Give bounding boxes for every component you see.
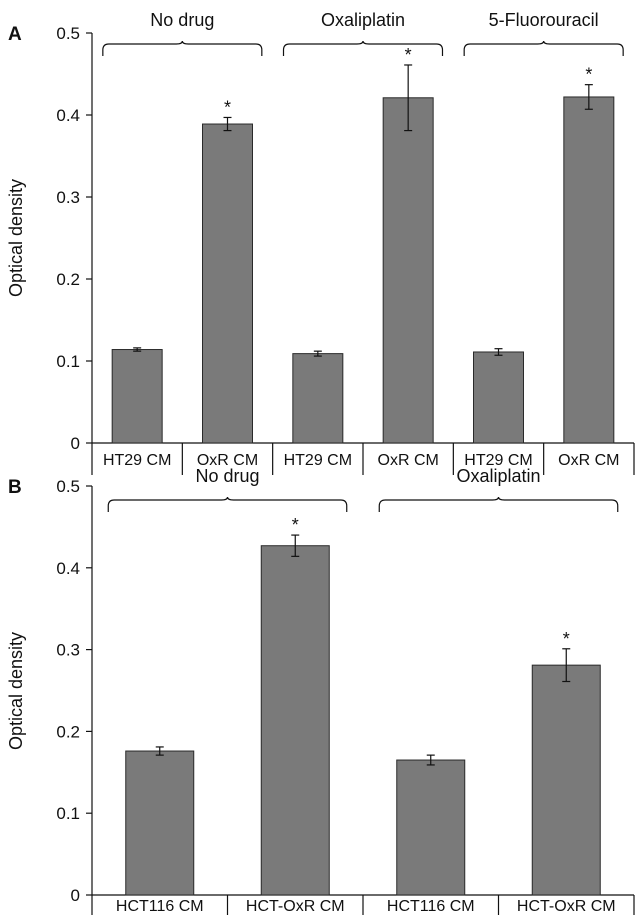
panel-b-letter: B <box>8 477 22 498</box>
panel-a-bar <box>473 351 524 444</box>
panel-b-category-label: HCT116 CM <box>116 898 204 915</box>
panel-b-bar <box>125 750 195 896</box>
panel-a-category-label: HT29 CM <box>464 452 532 469</box>
panel-b-group-label: No drug <box>195 466 259 486</box>
panel-a-category-label: OxR CM <box>197 452 258 469</box>
panel-a-group-bracket <box>102 40 263 56</box>
panel-a-significance-marker: * <box>405 45 412 65</box>
panel-a-group-label: Oxaliplatin <box>321 10 405 30</box>
panel-a-category-label: HT29 CM <box>103 452 171 469</box>
panel-a-bar <box>382 97 434 444</box>
panel-b-category-label: HCT116 CM <box>387 898 475 915</box>
panel-a-letter: A <box>8 24 22 45</box>
panel-b-y-tick-label: 0.3 <box>56 641 80 660</box>
panel-a-group-label: 5-Fluorouracil <box>489 10 599 30</box>
panel-b-significance-marker: * <box>292 515 299 535</box>
panel-b-category-label: HCT-OxR CM <box>517 898 616 915</box>
panel-a-significance-marker: * <box>224 97 231 117</box>
panel-b-y-tick-label: 0.4 <box>56 559 80 578</box>
panel-b-y-tick-label: 0 <box>71 886 80 905</box>
panel-a-group-bracket <box>463 40 624 56</box>
panel-a-bar <box>111 349 163 444</box>
panel-b-category-label: HCT-OxR CM <box>246 898 345 915</box>
panel-a-group-label: No drug <box>150 10 214 30</box>
panel-a-bar <box>563 96 615 444</box>
panel-b-group-label: Oxaliplatin <box>456 466 540 486</box>
panel-b-y-tick-label: 0.1 <box>56 804 80 823</box>
panel-a-category-label: OxR CM <box>378 452 439 469</box>
panel-a-y-tick-label: 0.3 <box>56 188 80 207</box>
panel-a-significance-marker: * <box>585 65 592 85</box>
panel-b-y-axis-label: Optical density <box>6 632 26 750</box>
panel-a-y-tick-label: 0 <box>71 434 80 453</box>
panel-b-chart: B Optical density 0 0.1 0.2 0.3 0.4 0.5 HCT116… <box>6 466 635 915</box>
panel-b-bar <box>260 545 330 896</box>
panel-a-y-tick-label: 0.2 <box>56 270 80 289</box>
panel-b-group-bracket <box>107 496 348 512</box>
panel-b-group-bracket <box>378 496 619 512</box>
panel-b-y-tick-label: 0.5 <box>56 477 80 496</box>
panel-a-bar <box>202 123 253 444</box>
panel-a-y-tick-label: 0.1 <box>56 352 80 371</box>
panel-a-category-label: HT29 CM <box>284 452 352 469</box>
panel-a-y-axis-label: Optical density <box>6 179 26 297</box>
panel-a-category-label: OxR CM <box>558 452 619 469</box>
panel-a-y-tick-label: 0.5 <box>56 24 80 43</box>
panel-b-bar <box>531 664 601 896</box>
panel-b-y-tick-label: 0.2 <box>56 722 80 741</box>
panel-b-significance-marker: * <box>563 629 570 649</box>
panel-a-chart: A Optical density 0 0.1 0.2 0.3 0.4 0.5 HT29 C… <box>6 10 635 475</box>
panel-a-bar <box>292 353 344 444</box>
panel-a-group-bracket <box>282 40 444 56</box>
panel-b-bar <box>396 759 466 896</box>
panel-a-y-tick-label: 0.4 <box>56 106 80 125</box>
